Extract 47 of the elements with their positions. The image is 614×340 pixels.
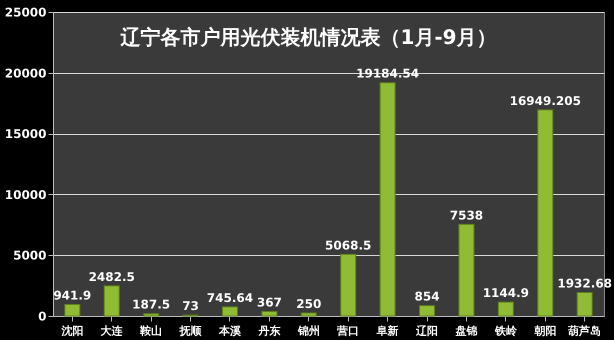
bar (576, 292, 593, 316)
x-tick-label: 锦州 (296, 324, 320, 338)
bar (380, 82, 396, 316)
x-tick-label: 鞍山 (139, 324, 162, 338)
data-label: 367 (256, 296, 282, 310)
x-tick-label: 盘锦 (454, 324, 478, 338)
data-label: 941.9 (53, 288, 92, 303)
bar (104, 285, 120, 316)
x-tick-label: 朝阳 (533, 324, 556, 338)
data-label: 73 (182, 299, 199, 314)
bar (300, 312, 317, 316)
data-label: 1932.68 (557, 276, 612, 290)
x-tick-label: 本溪 (218, 324, 242, 338)
data-label: 7538 (450, 208, 484, 222)
x-tick-label: 葫芦岛 (567, 324, 602, 338)
data-label: 187.5 (132, 298, 170, 312)
x-tick-label: 抚顺 (178, 324, 203, 338)
bar (143, 313, 160, 316)
data-label: 854 (414, 290, 440, 304)
data-label: 2482.5 (88, 270, 135, 284)
data-label: 745.64 (206, 290, 254, 305)
bar (64, 304, 80, 316)
bar (537, 109, 554, 316)
y-tick-label: 20000 (4, 66, 46, 80)
x-tick-label: 营口 (336, 324, 360, 338)
y-tick-label: 25000 (4, 6, 46, 20)
y-tick-label: 15000 (4, 127, 46, 142)
data-label: 250 (296, 296, 322, 311)
y-tick-label: 0 (38, 310, 46, 324)
x-tick-label: 辽阳 (415, 324, 438, 338)
bar (261, 311, 278, 316)
text: 辽宁各市户用光伏装机情况表（1月-9月） (119, 25, 497, 49)
bar (340, 254, 356, 316)
y-tick-label: 5000 (13, 248, 46, 263)
bar (458, 224, 474, 316)
bar (498, 302, 514, 316)
data-label: 1144.9 (482, 286, 530, 300)
x-tick-label: 阜新 (376, 324, 399, 338)
x-tick-label: 沈阳 (60, 324, 84, 338)
data-label: 5068.5 (325, 238, 372, 252)
bar (419, 305, 436, 316)
bar (222, 306, 238, 316)
x-tick-label: 大连 (100, 324, 124, 338)
y-tick-label: 10000 (4, 188, 46, 202)
x-tick-label: 丹东 (257, 324, 280, 338)
data-label: 16949.205 (510, 94, 581, 108)
x-tick-label: 铁岭 (494, 324, 518, 338)
